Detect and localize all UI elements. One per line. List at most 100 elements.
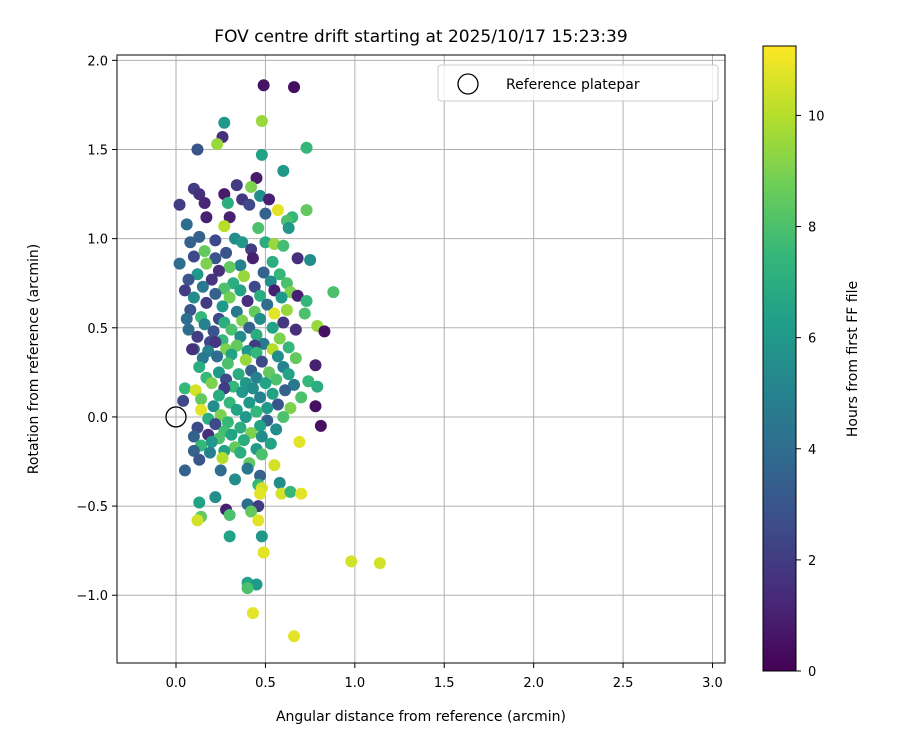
legend-entry-reference-platepar: Reference platepar <box>506 77 640 93</box>
colorbar: 0 2 4 6 8 10 Hours from first FF file <box>762 45 861 680</box>
data-point <box>243 198 256 211</box>
data-point <box>209 234 222 247</box>
data-point <box>205 435 218 448</box>
data-point <box>273 476 286 489</box>
plot-frame <box>116 54 726 664</box>
data-point <box>180 312 193 325</box>
data-point <box>227 380 240 393</box>
data-point <box>198 196 211 209</box>
y-axis-label: Rotation from reference (arcmin) <box>26 244 42 474</box>
data-point <box>257 266 270 279</box>
data-point <box>225 323 238 336</box>
data-point <box>203 446 216 459</box>
data-point <box>187 430 200 443</box>
data-point <box>300 141 313 154</box>
x-tick-label: 3.0 <box>702 676 723 691</box>
y-tick-label: 1.0 <box>87 233 108 248</box>
data-point <box>193 453 206 466</box>
data-point <box>255 430 268 443</box>
data-point <box>254 289 267 302</box>
data-point <box>205 273 218 286</box>
data-point <box>193 496 206 509</box>
data-point <box>284 402 297 415</box>
data-point <box>241 295 254 308</box>
data-point <box>252 221 265 234</box>
data-point <box>309 400 322 413</box>
data-point <box>237 270 250 283</box>
data-point <box>191 514 204 527</box>
data-point <box>268 237 281 250</box>
data-point <box>275 487 288 500</box>
colorbar-label: Hours from first FF file <box>845 281 861 437</box>
colorbar-tick-label: 4 <box>808 443 816 458</box>
data-point <box>288 81 301 94</box>
reference-platepar-marker <box>165 406 187 428</box>
y-tick-label: −1.0 <box>76 589 108 604</box>
data-point <box>173 257 186 270</box>
data-point <box>250 328 263 341</box>
data-point <box>211 350 224 363</box>
data-point <box>314 419 327 432</box>
data-point <box>216 451 229 464</box>
data-point <box>178 464 191 477</box>
x-tick-label: 2.5 <box>613 676 634 691</box>
data-point <box>221 357 234 370</box>
legend: Reference platepar <box>437 64 719 102</box>
data-point <box>288 378 301 391</box>
data-point <box>264 437 277 450</box>
data-points <box>173 79 386 643</box>
data-point <box>270 373 283 386</box>
data-point <box>230 339 243 352</box>
plot-area <box>116 54 726 664</box>
data-point <box>271 350 284 363</box>
data-point <box>273 268 286 281</box>
x-tick-label: 0.0 <box>166 676 187 691</box>
data-point <box>246 252 259 265</box>
data-point <box>239 410 252 423</box>
colorbar-tick-label: 10 <box>808 109 825 124</box>
data-point <box>266 321 279 334</box>
data-point <box>373 557 386 570</box>
data-point <box>225 428 238 441</box>
data-point <box>173 198 186 211</box>
data-point <box>241 582 254 595</box>
data-point <box>275 291 288 304</box>
data-point <box>295 391 308 404</box>
data-point <box>191 268 204 281</box>
data-point <box>234 446 247 459</box>
data-point <box>255 448 268 461</box>
data-point <box>271 204 284 217</box>
data-point <box>245 243 258 256</box>
data-point <box>248 280 261 293</box>
data-point <box>229 473 242 486</box>
data-point <box>254 469 267 482</box>
chart-title: FOV centre drift starting at 2025/10/17 … <box>214 27 627 47</box>
y-tick-label: −0.5 <box>76 500 108 515</box>
data-point <box>289 323 302 336</box>
y-tick-label: 2.0 <box>87 54 108 69</box>
x-tick-label: 1.5 <box>434 676 455 691</box>
y-tick-label: 0.5 <box>87 322 108 337</box>
data-point <box>209 336 222 349</box>
data-point <box>241 462 254 475</box>
data-point <box>191 143 204 156</box>
colorbar-tick-label: 0 <box>808 665 816 680</box>
data-point <box>207 400 220 413</box>
data-point <box>236 385 249 398</box>
data-point <box>282 368 295 381</box>
data-point <box>212 389 225 402</box>
data-point <box>223 509 236 522</box>
data-point <box>187 291 200 304</box>
data-point <box>230 305 243 318</box>
data-point <box>207 325 220 338</box>
legend-box <box>437 64 719 102</box>
data-point <box>291 289 304 302</box>
data-point <box>252 514 265 527</box>
data-point <box>223 291 236 304</box>
x-tick-label: 0.5 <box>255 676 276 691</box>
data-point <box>234 259 247 272</box>
data-point <box>293 435 306 448</box>
data-point <box>236 236 249 249</box>
data-point <box>239 353 252 366</box>
data-point <box>250 405 263 418</box>
